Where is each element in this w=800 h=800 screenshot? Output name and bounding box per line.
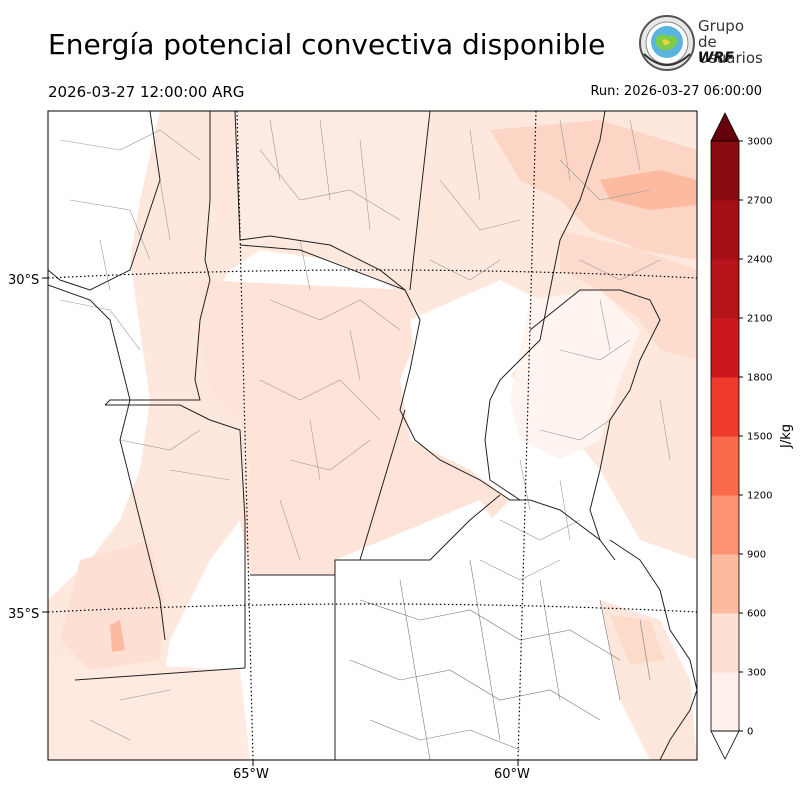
lon-label-65w: 65°W <box>233 767 269 782</box>
colorbar-segment <box>711 613 739 673</box>
colorbar-over-arrow <box>710 112 740 142</box>
colorbar-tick-label: 300 <box>747 668 766 679</box>
colorbar-tick-label: 2400 <box>747 255 772 266</box>
map-title: Energía potencial convectiva disponible <box>48 28 606 61</box>
colorbar-segment <box>711 672 739 732</box>
lon-label-60w: 60°W <box>494 767 530 782</box>
colorbar-segment <box>711 141 739 201</box>
cape-field <box>48 111 697 760</box>
colorbar-segment <box>711 259 739 319</box>
boundary-lines <box>48 111 697 760</box>
lat-labels: 30°S 35°S <box>8 273 48 622</box>
colorbar-tick-label: 900 <box>747 550 766 561</box>
valid-time: 2026-03-27 12:00:00 ARG <box>48 83 245 101</box>
globe-seal-icon <box>639 15 695 71</box>
colorbar-unit-label: J/kg <box>779 424 794 449</box>
colorbar-segment <box>711 318 739 378</box>
colorbar-tick-label: 0 <box>747 727 753 738</box>
logo-text: Grupo de Usuarios <box>698 17 763 67</box>
run-time: Run: 2026-03-27 06:00:00 <box>590 84 762 99</box>
colorbar-tick-label: 1800 <box>747 373 772 384</box>
lat-label-30s: 30°S <box>8 273 39 288</box>
lat-label-35s: 35°S <box>8 607 39 622</box>
wrf-logo: Grupo de Usuarios WRF <box>638 14 763 74</box>
graticule <box>47 110 698 761</box>
colorbar-tick-label: 3000 <box>747 137 772 148</box>
lon-labels: 65°W 60°W <box>233 760 530 782</box>
colorbar-tick-label: 2100 <box>747 314 772 325</box>
logo-wrf-text: WRF <box>698 50 734 66</box>
colorbar-tick-label: 600 <box>747 609 766 620</box>
colorbar-tick-label: 1200 <box>747 491 772 502</box>
colorbar-segment <box>711 495 739 555</box>
colorbar-segment <box>711 436 739 496</box>
map-frame <box>47 110 698 761</box>
colorbar-under-arrow <box>710 730 740 760</box>
colorbar: 0 300 600 900 1200 1500 1800 2100 2400 2700 3000 J… <box>710 112 794 760</box>
colorbar-segment <box>711 554 739 614</box>
colorbar-tick-label: 2700 <box>747 196 772 207</box>
colorbar-segment <box>711 200 739 260</box>
colorbar-segment <box>711 377 739 437</box>
colorbar-tick-label: 1500 <box>747 432 772 443</box>
